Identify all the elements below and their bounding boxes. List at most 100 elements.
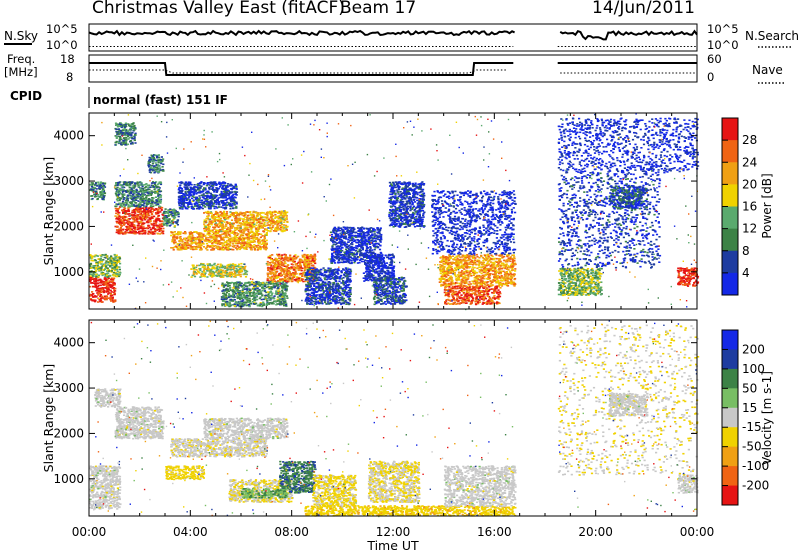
heatmap-cell (116, 266, 119, 268)
heatmap-cell (189, 203, 192, 205)
heatmap-cell (216, 263, 220, 266)
heatmap-cell (106, 290, 109, 293)
heatmap-cell (115, 131, 119, 134)
heatmap-cell (196, 264, 199, 267)
heatmap-cell (225, 230, 228, 232)
heatmap-cell (95, 262, 98, 265)
heatmap-cell (237, 263, 241, 266)
heatmap-cell (116, 210, 119, 213)
heatmap-cell (120, 125, 123, 127)
heatmap-cell (147, 161, 150, 163)
heatmap-cell (105, 266, 108, 268)
heatmap-cell (142, 226, 145, 228)
heatmap-cell (134, 134, 137, 136)
heatmap-cell (241, 214, 244, 216)
cpid-label: CPID (10, 89, 42, 103)
heatmap-cell (249, 240, 252, 242)
heatmap-cell (89, 265, 92, 267)
heatmap-cell (91, 195, 94, 197)
heatmap-cell (100, 261, 103, 263)
heatmap-cell (219, 269, 222, 271)
heatmap-cell (212, 248, 215, 250)
heatmap-cell (127, 205, 130, 208)
heatmap-cell (120, 131, 123, 134)
heatmap-cell (161, 206, 164, 209)
heatmap-cell (248, 297, 251, 300)
heatmap-cell (259, 241, 262, 243)
heatmap-cell (229, 267, 232, 270)
heatmap-cell (99, 196, 102, 198)
heatmap-cell (236, 248, 239, 251)
heatmap-cell (226, 275, 229, 278)
heatmap-cell (214, 222, 217, 224)
heatmap-cell (197, 206, 200, 208)
heatmap-cell (136, 197, 139, 199)
heatmap-cell (151, 217, 154, 220)
heatmap-cell (286, 297, 289, 299)
heatmap-cell (111, 264, 114, 267)
heatmap-cell (218, 242, 221, 245)
heatmap-cell (208, 187, 211, 189)
heatmap-cell (93, 278, 96, 280)
heatmap-cell (153, 154, 156, 156)
heatmap-cell (183, 243, 186, 245)
heatmap-cell (159, 194, 163, 197)
heatmap-cell (118, 266, 121, 268)
heatmap-cell (261, 235, 264, 237)
heatmap-cell (228, 228, 231, 230)
heatmap-cell (108, 280, 111, 282)
heatmap-cell (174, 221, 177, 223)
heatmap-cell (156, 201, 159, 204)
heatmap-cell (158, 219, 161, 222)
heatmap-cell (198, 234, 201, 236)
heatmap-cell (124, 144, 127, 146)
heatmap-cell (128, 229, 132, 231)
nsearch-label: N.Search (745, 29, 799, 43)
heatmap-cell (222, 292, 225, 294)
heatmap-cell (131, 137, 134, 140)
heatmap-cell (200, 232, 203, 234)
heatmap-cell (271, 286, 274, 288)
heatmap-cell (154, 162, 157, 164)
heatmap-cell (137, 205, 140, 208)
heatmap-cell (127, 218, 130, 220)
heatmap-cell (245, 244, 248, 247)
heatmap-cell (284, 288, 287, 291)
heatmap-cell (145, 216, 148, 218)
heatmap-cell (125, 182, 128, 185)
heatmap-cell (111, 287, 114, 289)
heatmap-cell (214, 210, 218, 213)
heatmap-cell (210, 223, 213, 226)
heatmap-cell (256, 238, 259, 240)
heatmap-cell (89, 273, 92, 275)
heatmap-cell (178, 232, 181, 234)
heatmap-cell (123, 217, 126, 220)
heatmap-cell (203, 240, 206, 242)
heatmap-cell (92, 186, 95, 189)
heatmap-cell (99, 257, 102, 260)
heatmap-cell (113, 253, 116, 256)
heatmap-cell (155, 170, 158, 173)
heatmap-cell (118, 211, 121, 214)
heatmap-cell (121, 195, 124, 198)
heatmap-cell (176, 248, 179, 251)
heatmap-cell (156, 232, 159, 235)
heatmap-cell (230, 264, 233, 266)
heatmap-cell (131, 228, 134, 230)
heatmap-cell (145, 204, 148, 206)
heatmap-cell (122, 183, 125, 186)
heatmap-cell (228, 234, 231, 236)
heatmap-cell (150, 158, 153, 161)
heatmap-cell (114, 135, 117, 137)
heatmap-cell (120, 129, 123, 132)
heatmap-cell (115, 130, 118, 133)
heatmap-cell (223, 298, 226, 300)
heatmap-cell (197, 201, 200, 203)
heatmap-cell (232, 199, 235, 202)
heatmap-cell (158, 159, 161, 162)
heatmap-cell (179, 238, 182, 241)
heatmap-cell (221, 282, 224, 285)
heatmap-cell (107, 276, 110, 278)
heatmap-cell (108, 281, 111, 284)
heatmap-cell (148, 168, 152, 171)
